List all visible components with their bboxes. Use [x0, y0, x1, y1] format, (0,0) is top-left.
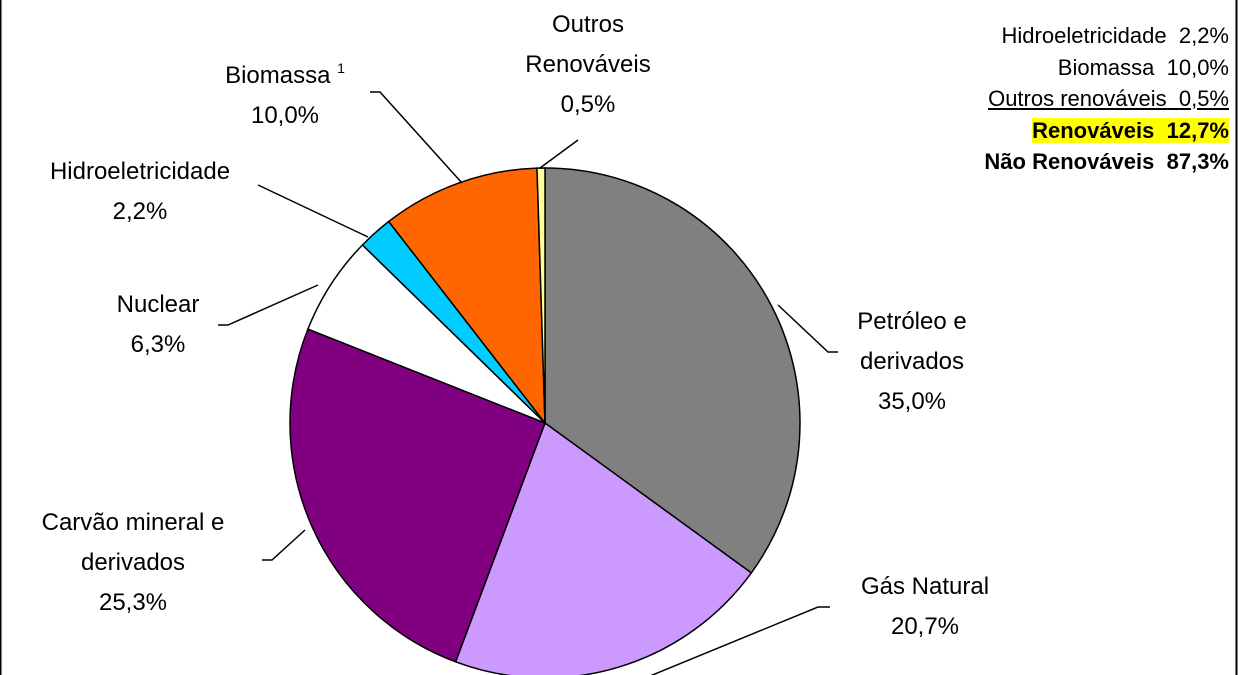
leader-line: [539, 139, 579, 169]
summary-item: Renováveis 12,7%: [1032, 117, 1229, 143]
summary-row: Biomassa 10,0%: [984, 52, 1229, 84]
category-name: Hidroeletricidade: [49, 158, 231, 185]
summary-row: Hidroeletricidade 2,2%: [984, 20, 1229, 52]
leader-line: [650, 606, 830, 675]
leader-line: [257, 184, 369, 238]
category-name: Outros Renováveis: [525, 11, 651, 78]
category-name: Carvão mineral e derivados: [41, 509, 225, 576]
summary-label: Outros renováveis: [988, 86, 1167, 111]
summary-item: Outros renováveis 0,5%: [988, 86, 1229, 111]
summary-row: Renováveis 12,7%: [984, 115, 1229, 147]
leader-line: [218, 284, 319, 326]
leader-line: [262, 529, 306, 561]
summary-label: Renováveis: [1032, 117, 1155, 143]
summary-value: 12,7%: [1166, 117, 1229, 143]
pie-slice: [289, 328, 546, 663]
summary-row: Outros renováveis 0,5%: [984, 83, 1229, 115]
value-label: 6,3%: [130, 331, 186, 358]
summary-value: 0,5%: [1178, 86, 1229, 111]
summary-item: Biomassa 10,0%: [1058, 55, 1229, 80]
value-label: 20,7%: [890, 613, 960, 640]
pie-slice: [544, 167, 801, 574]
category-name: Petróleo e derivados: [857, 308, 967, 375]
slice-label: Outros Renováveis 0,5%: [498, 5, 678, 125]
slice-label: Hidroeletricidade 2,2%: [10, 152, 270, 232]
summary-label: Biomassa: [1057, 54, 1155, 80]
summary-item: Hidroeletricidade 2,2%: [1002, 23, 1229, 48]
category-name: Gás Natural: [860, 573, 990, 600]
value-label: 35,0%: [877, 388, 947, 415]
summary-value: 10,0%: [1166, 54, 1229, 80]
summary-label: Não Renováveis: [984, 149, 1155, 174]
slice-label: Biomassa 1 10,0%: [185, 56, 385, 136]
value-label: 0,5%: [560, 91, 616, 118]
slice-label: Nuclear 6,3%: [88, 285, 228, 365]
pie-slice: [454, 421, 753, 675]
category-name: Biomassa: [225, 62, 331, 89]
value-label: 2,2%: [112, 198, 168, 225]
footnote-mark: 1: [337, 60, 345, 76]
summary-row: Não Renováveis 87,3%: [984, 146, 1229, 178]
summary-value: 2,2%: [1178, 23, 1229, 48]
pie-slice: [387, 167, 546, 426]
category-name: Nuclear: [116, 291, 200, 318]
summary-item: Não Renováveis 87,3%: [984, 149, 1229, 174]
leader-line: [370, 91, 463, 184]
value-label: 25,3%: [98, 589, 168, 616]
slice-label: Petróleo e derivados 35,0%: [832, 302, 992, 422]
summary: Hidroeletricidade 2,2% Biomassa 10,0% Outr…: [984, 20, 1229, 178]
slice-label: Carvão mineral e derivados 25,3%: [3, 503, 263, 623]
summary-label: Hidroeletricidade: [1001, 23, 1167, 48]
slice-label: Gás Natural 20,7%: [815, 567, 1035, 647]
value-label: 10,0%: [250, 102, 320, 129]
leader-line: [777, 304, 838, 353]
summary-value: 87,3%: [1166, 149, 1229, 174]
